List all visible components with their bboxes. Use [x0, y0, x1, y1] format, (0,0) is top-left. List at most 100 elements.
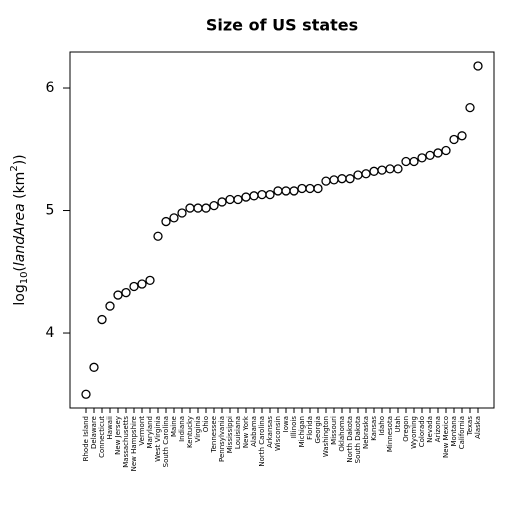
point	[145, 275, 155, 285]
x-tick-label: Nebraska	[362, 416, 370, 449]
point	[121, 287, 131, 298]
x-tick-label: Utah	[394, 416, 402, 433]
point	[401, 156, 411, 167]
point	[281, 186, 291, 196]
x-tick-label: Virginia	[194, 416, 202, 442]
point	[161, 216, 171, 227]
x-tick-label: Colorado	[418, 416, 426, 447]
x-tick-label: Georgia	[314, 416, 322, 443]
point	[377, 165, 387, 175]
point	[201, 203, 211, 213]
x-tick-label: Hawaii	[106, 416, 114, 440]
point	[465, 102, 475, 113]
y-label-part: 10	[19, 272, 30, 285]
point	[393, 164, 403, 174]
point	[417, 153, 427, 163]
x-tick-label: North Dakota	[346, 416, 354, 463]
point	[473, 61, 483, 71]
point	[353, 170, 363, 180]
point	[321, 176, 331, 186]
x-tick-label: Mississippi	[226, 416, 234, 453]
x-tick-label: Vermont	[138, 416, 146, 446]
x-tick-label: Alabama	[250, 416, 258, 447]
point	[345, 174, 355, 184]
x-tick-label: New York	[242, 415, 250, 448]
x-tick-label: New Hampshire	[130, 416, 138, 471]
x-tick-label: Pennsylvania	[218, 416, 226, 462]
x-tick-label: Delaware	[90, 416, 98, 449]
point	[433, 148, 443, 158]
x-tick-label: Oklahoma	[338, 416, 346, 452]
x-tick-label: Texas	[466, 416, 474, 437]
point	[241, 192, 251, 202]
point	[185, 203, 195, 213]
point	[209, 200, 219, 211]
point	[217, 197, 227, 207]
point	[129, 281, 139, 292]
x-tick-label: West Virginia	[154, 416, 162, 462]
point	[89, 362, 99, 372]
x-tick-label: Maine	[170, 416, 178, 437]
x-tick-label: South Dakota	[354, 416, 362, 463]
y-label-part: landArea	[12, 203, 28, 266]
x-tick-label: Ohio	[202, 416, 210, 432]
x-tick-label: Arkansas	[266, 416, 274, 448]
point	[225, 194, 235, 205]
y-label-part: ))	[12, 154, 28, 165]
x-tick-label: Kentucky	[186, 416, 194, 448]
x-tick-label: South Carolina	[162, 416, 170, 467]
x-tick-label: Montana	[450, 416, 458, 447]
point	[177, 208, 187, 218]
x-tick-label: Wyoming	[410, 416, 418, 449]
point	[289, 186, 299, 196]
x-tick-label: Connecticut	[98, 416, 106, 458]
point	[153, 231, 163, 241]
x-tick-label: Washington	[322, 416, 330, 457]
y-tick-label: 4	[46, 325, 55, 341]
point	[137, 279, 147, 289]
point	[305, 183, 315, 194]
x-tick-label: Kansas	[370, 416, 378, 441]
y-axis-label: log10(landArea (km2))	[9, 154, 30, 305]
x-tick-label: California	[458, 416, 466, 449]
point	[449, 134, 459, 145]
x-tick-label: Tennessee	[210, 416, 218, 453]
x-tick-label: Nevada	[426, 416, 434, 443]
x-tick-label: Missouri	[330, 416, 338, 445]
y-label-part: (km	[12, 172, 28, 204]
point	[249, 191, 259, 201]
point	[273, 186, 283, 196]
chart-title: Size of US states	[206, 16, 358, 35]
y-label-part: (	[12, 266, 28, 271]
x-tick-label: Illinois	[290, 416, 298, 439]
y-label-part: 2	[9, 165, 20, 171]
x-tick-label: Minnesota	[386, 416, 394, 452]
x-tick-label: Alaska	[474, 416, 482, 439]
x-tick-label: Maryland	[146, 416, 154, 448]
x-tick-label: New Jersey	[114, 416, 122, 455]
point	[337, 174, 347, 184]
x-tick-label: New Mexico	[442, 416, 450, 458]
point	[193, 203, 203, 213]
point	[425, 150, 435, 161]
x-tick-label: Louisiana	[234, 416, 242, 449]
point	[169, 213, 179, 223]
x-tick-label: Rhode Island	[82, 416, 90, 461]
point	[297, 183, 307, 194]
point	[385, 164, 395, 174]
x-tick-label: Arizona	[434, 416, 442, 442]
point	[113, 290, 123, 300]
plot-box	[69, 51, 495, 409]
point	[369, 166, 379, 176]
point	[313, 183, 323, 194]
point	[457, 131, 467, 141]
x-tick-label: Wisconsin	[274, 416, 282, 451]
point	[265, 189, 275, 200]
x-tick-label: Iowa	[282, 416, 290, 432]
point	[97, 314, 107, 325]
point	[105, 301, 115, 311]
y-tick-label: 6	[46, 80, 55, 96]
point	[233, 194, 243, 205]
